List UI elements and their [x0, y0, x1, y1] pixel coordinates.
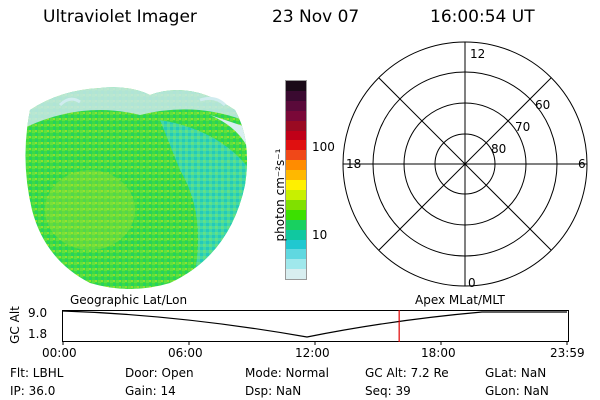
colorbar-tick-10: 10 [312, 228, 328, 242]
filter-info: Flt: LBHL [10, 366, 64, 380]
strip-xtick-1200: 12:00 [295, 346, 330, 360]
door-info: Door: Open [125, 366, 194, 380]
colorbar-band [286, 140, 306, 151]
altitude-curve [62, 310, 567, 338]
strip-left-label: Geographic Lat/Lon [70, 293, 188, 307]
colorbar-band [286, 269, 306, 280]
strip-chart [62, 310, 569, 345]
colorbar-band [286, 170, 306, 181]
colorbar-band [286, 100, 306, 111]
colorbar-band [286, 249, 306, 260]
colorbar-band [286, 180, 306, 190]
gc-alt-info: GC Alt: 7.2 Re [365, 366, 449, 380]
strip-xtick-2359: 23:59 [550, 346, 585, 360]
strip-ytick-bottom: 1.8 [28, 327, 48, 341]
colorbar-band [286, 81, 306, 91]
strip-xtick-0000: 00:00 [42, 346, 77, 360]
lat-label-60: 60 [535, 98, 550, 112]
colorbar-band [286, 120, 306, 131]
aurora-image [25, 87, 248, 289]
colorbar-band [286, 199, 306, 210]
colorbar-band [286, 90, 306, 101]
mode-info: Mode: Normal [245, 366, 329, 380]
strip-ytick-top: 9.0 [28, 306, 48, 320]
gain-info: Gain: 14 [125, 384, 176, 398]
colorbar-band [286, 189, 306, 200]
colorbar-tick-100: 100 [312, 140, 335, 154]
colorbar-band [286, 110, 306, 121]
colorbar [285, 80, 307, 280]
lat-label-70: 70 [515, 120, 530, 134]
colorbar-band [286, 219, 306, 230]
instrument-title: Ultraviolet Imager [43, 7, 197, 27]
polar-grid: 12 0 18 6 60 70 80 [342, 41, 588, 290]
mlt-label-12: 12 [470, 47, 485, 61]
colorbar-band [286, 229, 306, 240]
strip-axis-title: GC Alt [7, 306, 22, 344]
glat-info: GLat: NaN [485, 366, 547, 380]
date-label: 23 Nov 07 [272, 7, 360, 27]
strip-xtick-1800: 18:00 [421, 346, 456, 360]
mlt-label-18: 18 [346, 157, 361, 171]
colorbar-band [286, 160, 306, 171]
lat-label-80: 80 [491, 142, 506, 156]
strip-right-label: Apex MLat/MLT [415, 293, 505, 307]
colorbar-band [286, 130, 306, 141]
colorbar-band [286, 209, 306, 220]
ip-info: IP: 36.0 [10, 384, 56, 398]
time-label: 16:00:54 UT [430, 7, 535, 27]
glon-info: GLon: NaN [485, 384, 549, 398]
colorbar-band [286, 259, 306, 270]
mlt-label-0: 0 [468, 276, 476, 290]
dsp-info: Dsp: NaN [245, 384, 302, 398]
colorbar-band [286, 150, 306, 161]
colorbar-unit-label: photon cm⁻²s⁻¹ [273, 148, 287, 242]
seq-info: Seq: 39 [365, 384, 411, 398]
strip-xtick-0600: 06:00 [168, 346, 203, 360]
mlt-label-6: 6 [578, 157, 586, 171]
colorbar-band [286, 239, 306, 250]
